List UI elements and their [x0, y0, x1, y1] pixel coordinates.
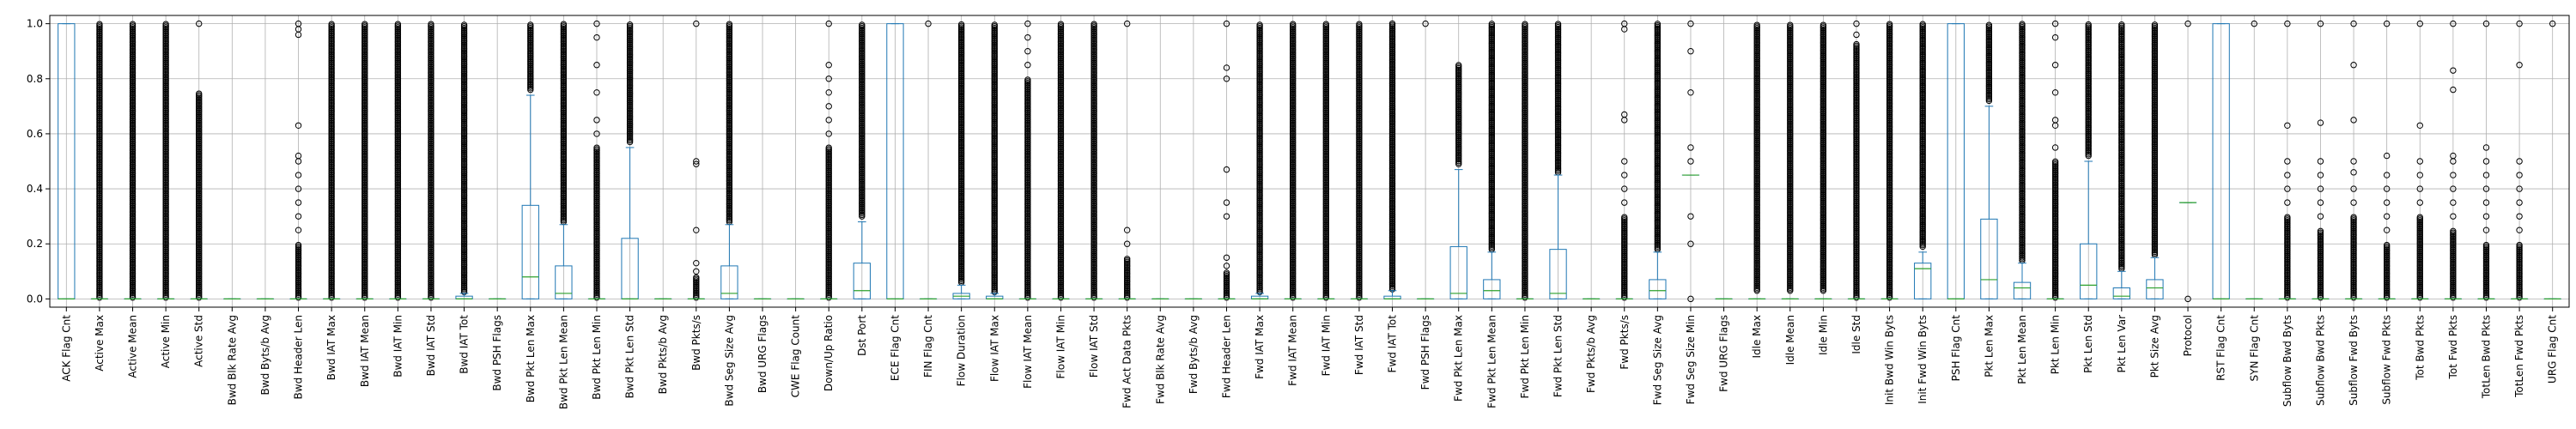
box-9 [355, 21, 374, 301]
outlier-point [295, 227, 302, 233]
box-7 [289, 20, 307, 301]
outlier-point [295, 122, 302, 130]
outlier-point [428, 21, 434, 27]
y-tick-label: 0.2 [27, 238, 43, 250]
outlier-point [295, 213, 302, 220]
box-series [58, 20, 2561, 303]
outlier-point [295, 152, 302, 160]
outlier-point [196, 20, 203, 27]
box-2 [124, 21, 142, 301]
y-tick-label: 0.8 [27, 73, 43, 85]
box-1 [90, 21, 109, 301]
outlier-point [295, 172, 302, 178]
box-8 [322, 21, 341, 301]
y-tick-label: 0.0 [27, 293, 43, 305]
box-0 [58, 23, 76, 299]
box-10 [389, 21, 407, 301]
y-axis: 0.0 0.2 0.4 0.6 0.8 1.0 [27, 18, 50, 305]
box-11 [422, 21, 440, 301]
box-4 [190, 20, 208, 301]
y-tick-label: 1.0 [27, 18, 43, 30]
outlier-point [295, 241, 302, 249]
outlier-point [129, 21, 137, 27]
outlier-point [295, 185, 302, 192]
outlier-point [162, 21, 169, 27]
y-tick-label: 0.6 [27, 128, 43, 140]
y-tick-label: 0.4 [27, 183, 43, 195]
box-3 [156, 21, 175, 301]
outlier-point [295, 20, 302, 27]
outlier-point [196, 90, 203, 97]
outlier-point [394, 21, 402, 27]
outlier-point [328, 21, 335, 27]
outlier-point [361, 21, 368, 27]
outlier-point [96, 21, 103, 27]
box-12 [455, 21, 473, 299]
outlier-point [295, 199, 302, 206]
